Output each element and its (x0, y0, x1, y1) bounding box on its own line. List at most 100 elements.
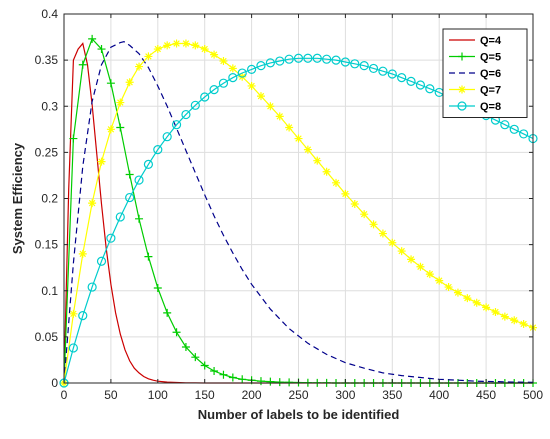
series-point-q5 (275, 378, 284, 387)
series-point-q5 (144, 252, 153, 261)
series-point-q7 (200, 45, 209, 54)
series-point-q5 (285, 378, 294, 387)
series-point-q7 (332, 178, 341, 187)
series-point-q7 (453, 288, 462, 297)
series-point-q5 (125, 170, 134, 179)
x-tick-label: 400 (429, 388, 449, 402)
series-point-q7 (519, 319, 528, 328)
series-point-q7 (388, 238, 397, 247)
series-point-q7 (69, 309, 78, 318)
x-tick-label: 200 (242, 388, 262, 402)
series-point-q8 (284, 54, 294, 64)
series-point-q8 (247, 64, 257, 74)
series-point-q8 (237, 68, 247, 78)
series-point-q8 (406, 76, 416, 86)
series-point-q8 (134, 175, 144, 185)
series-point-q8 (228, 73, 238, 83)
series-point-q7 (369, 220, 378, 229)
series-point-q8 (350, 59, 360, 69)
series-point-q7 (247, 81, 256, 90)
series-point-q7 (125, 78, 134, 87)
series-point-q7 (322, 167, 331, 176)
series-point-q5 (219, 370, 228, 379)
series-point-q5 (106, 79, 115, 88)
series-point-q7 (378, 229, 387, 238)
series-point-q7 (500, 312, 509, 321)
series-point-q8 (162, 132, 172, 142)
series-point-q8 (509, 124, 519, 134)
series-point-q8 (303, 53, 313, 63)
series-point-q7 (97, 157, 106, 166)
series-point-q7 (482, 303, 491, 312)
x-tick-label: 300 (335, 388, 355, 402)
legend-label-q4: Q=4 (480, 35, 502, 47)
series-point-q7 (341, 189, 350, 198)
y-axis-label: System Efficiency (10, 142, 25, 254)
y-tick-label: 0.2 (41, 192, 58, 206)
series-point-q7 (275, 112, 284, 121)
series-point-q5 (88, 34, 97, 43)
series-point-q8 (190, 100, 200, 110)
series-point-q8 (96, 256, 107, 266)
series-point-q5 (153, 283, 162, 292)
series-point-q5 (200, 361, 209, 370)
series-point-q8 (312, 53, 322, 63)
series-point-q8 (378, 66, 388, 76)
x-tick-label: 450 (476, 388, 496, 402)
series-point-q8 (87, 282, 97, 292)
series-point-q8 (293, 53, 304, 63)
series-point-q7 (191, 41, 200, 50)
series-point-q5 (256, 377, 265, 386)
series-point-q5 (163, 308, 172, 317)
series-point-q8 (256, 61, 266, 71)
series-point-q7 (116, 98, 125, 107)
y-tick-label: 0 (51, 376, 58, 390)
series-q6 (63, 41, 534, 384)
series-point-q8 (218, 78, 229, 88)
series-point-q8 (519, 129, 529, 139)
y-tick-label: 0.1 (41, 284, 58, 298)
series-point-q7 (228, 64, 237, 73)
series-point-q8 (125, 192, 135, 203)
legend-label-q6: Q=6 (480, 68, 501, 80)
series-point-q5 (97, 45, 106, 54)
legend-box (442, 28, 528, 118)
series-point-q7 (360, 210, 369, 219)
legend-label-q5: Q=5 (480, 52, 501, 64)
series-point-q8 (200, 92, 210, 102)
x-tick-label: 50 (104, 388, 118, 402)
y-tick-label: 0.4 (41, 7, 58, 21)
y-tick-label: 0.25 (35, 145, 59, 159)
x-tick-label: 350 (382, 388, 402, 402)
x-tick-label: 0 (61, 388, 68, 402)
series-point-q5 (191, 353, 200, 362)
series-point-q7 (463, 294, 472, 303)
x-tick-label: 150 (195, 388, 215, 402)
series-point-q5 (238, 375, 247, 384)
y-tick-label: 0.15 (35, 238, 59, 252)
series-point-q8 (397, 73, 407, 83)
series-point-q7 (350, 200, 359, 209)
legend-label-q7: Q=7 (480, 85, 501, 97)
series-point-q8 (68, 343, 78, 353)
legend-marker-q7 (458, 85, 466, 94)
series-point-q5 (210, 367, 219, 376)
series-point-q7 (163, 41, 172, 50)
legend-marker-q5 (458, 52, 466, 61)
series-point-q7 (285, 123, 294, 132)
y-tick-label: 0.35 (35, 53, 59, 67)
series-point-q8 (153, 145, 163, 155)
series-point-q8 (78, 311, 88, 321)
series-point-q8 (322, 54, 332, 64)
series-point-q8 (209, 85, 219, 95)
series-point-q8 (275, 56, 285, 66)
x-tick-label: 100 (148, 388, 168, 402)
series-point-q7 (313, 156, 322, 165)
series-line-q6 (63, 41, 534, 384)
series-point-q7 (135, 62, 144, 71)
series-point-q7 (78, 249, 87, 258)
series-point-q8 (265, 58, 275, 68)
series-point-q8 (181, 109, 191, 120)
y-tick-label: 0.3 (41, 99, 58, 113)
series-point-q7 (210, 50, 219, 59)
